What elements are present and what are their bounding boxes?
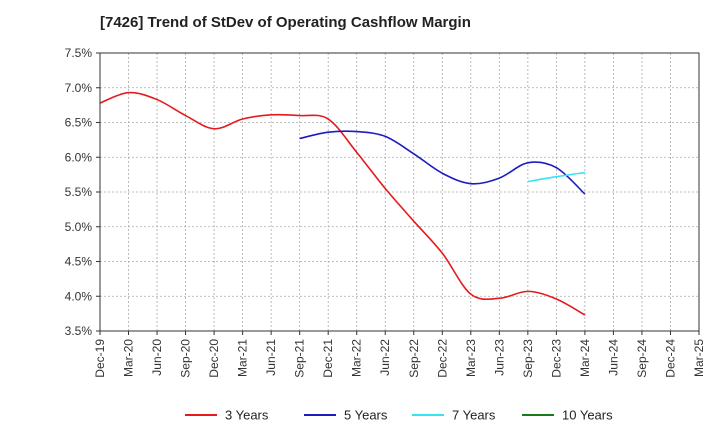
series-lines — [99, 91, 586, 316]
x-tick-label: Sep-20 — [179, 339, 193, 378]
x-tick-label: Mar-21 — [236, 339, 250, 377]
x-tick-label: Dec-20 — [207, 339, 221, 378]
gridlines — [99, 52, 700, 332]
x-tick-label: Jun-20 — [150, 339, 164, 376]
x-tick-label: Jun-23 — [492, 339, 506, 376]
x-tick-label: Mar-20 — [122, 339, 136, 377]
x-tick-label: Jun-22 — [378, 339, 392, 376]
x-tick-label: Sep-22 — [407, 339, 421, 378]
x-tick-label: Jun-21 — [264, 339, 278, 376]
x-tick-label: Dec-23 — [549, 339, 563, 378]
x-tick-label: Mar-25 — [692, 339, 706, 377]
x-tick-label: Dec-19 — [93, 339, 107, 378]
y-tick-label: 7.5% — [65, 46, 93, 60]
y-tick-label: 4.0% — [65, 289, 93, 303]
x-axis-ticks: Dec-19 Mar-20 Jun-20 Sep-20 Dec-20 Mar-21 Jun-… — [93, 331, 706, 378]
y-tick-label: 5.0% — [65, 220, 93, 234]
x-tick-label: Sep-23 — [521, 339, 535, 378]
y-tick-label: 6.0% — [65, 150, 93, 164]
y-tick-label: 7.0% — [65, 81, 93, 95]
y-tick-label: 3.5% — [65, 324, 93, 338]
series-line-3-years — [99, 91, 586, 316]
y-tick-label: 4.5% — [65, 255, 93, 269]
x-tick-label: Sep-21 — [293, 339, 307, 378]
legend-label-5-years: 5 Years — [344, 408, 388, 423]
x-tick-label: Dec-21 — [321, 339, 335, 378]
y-tick-label: 6.5% — [65, 116, 93, 130]
series-line-7-years — [527, 171, 586, 183]
x-tick-label: Jun-24 — [606, 339, 620, 376]
x-tick-label: Dec-24 — [663, 339, 677, 378]
chart-title: [7426] Trend of StDev of Operating Cashf… — [100, 14, 471, 31]
y-axis-ticks: 3.5% 4.0% 4.5% 5.0% 5.5% 6.0% 6.5% 7.0% 7.5% — [65, 46, 100, 338]
legend-label-10-years: 10 Years — [562, 408, 613, 423]
legend-label-7-years: 7 Years — [452, 408, 496, 423]
x-tick-label: Mar-22 — [350, 339, 364, 377]
x-tick-label: Dec-22 — [435, 339, 449, 378]
legend-label-3-years: 3 Years — [225, 408, 269, 423]
x-tick-label: Mar-24 — [578, 339, 592, 377]
series-line-5-years — [299, 130, 586, 195]
x-tick-label: Mar-23 — [464, 339, 478, 377]
x-tick-label: Sep-24 — [635, 339, 649, 378]
y-tick-label: 5.5% — [65, 185, 93, 199]
legend: 3 Years 5 Years 7 Years 10 Years — [185, 408, 613, 423]
